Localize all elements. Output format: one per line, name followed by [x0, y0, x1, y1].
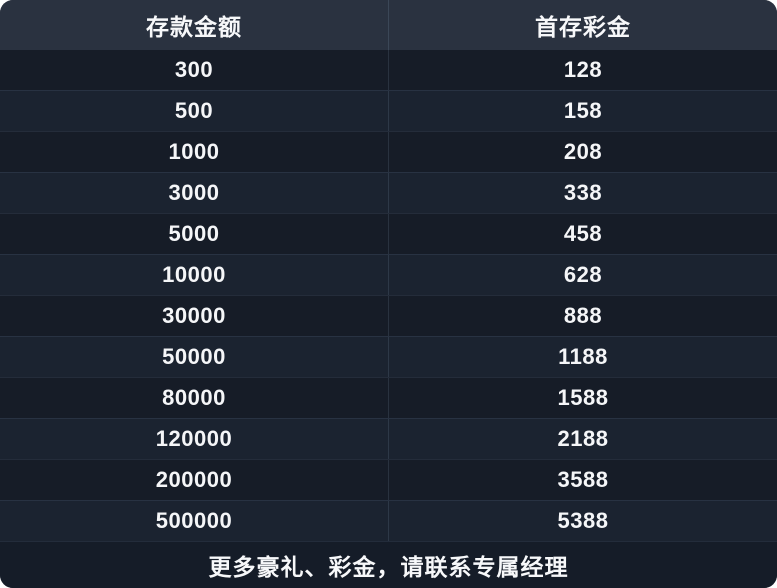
deposit-amount-cell: 500000	[0, 501, 389, 541]
deposit-amount-cell: 3000	[0, 173, 389, 213]
table-row: 300 128	[0, 50, 777, 90]
table-row: 500000 5388	[0, 500, 777, 541]
deposit-amount-cell: 5000	[0, 214, 389, 254]
bonus-amount-cell: 888	[563, 303, 603, 328]
table-row: 500 158	[0, 90, 777, 131]
bonus-amount-cell: 1588	[557, 385, 609, 410]
table-header-row: 存款金额 首存彩金	[0, 0, 777, 50]
bonus-amount-cell: 1188	[558, 344, 608, 369]
table-row: 10000 628	[0, 254, 777, 295]
bonus-amount-cell: 628	[563, 262, 603, 287]
deposit-amount-cell: 30000	[0, 296, 389, 336]
deposit-amount-cell: 80000	[0, 378, 389, 418]
bonus-amount-cell: 208	[563, 139, 603, 164]
bonus-amount-cell: 338	[563, 180, 603, 205]
column-header-deposit-amount: 存款金额	[0, 0, 389, 50]
table-row: 50000 1188	[0, 336, 777, 377]
table-row: 200000 3588	[0, 459, 777, 500]
table-row: 30000 888	[0, 295, 777, 336]
bonus-amount-cell: 128	[563, 57, 603, 82]
bonus-amount-cell: 3588	[557, 467, 609, 492]
bonus-amount-cell: 5388	[557, 508, 609, 533]
deposit-amount-cell: 10000	[0, 255, 389, 295]
bonus-amount-cell: 2188	[557, 426, 609, 451]
bonus-amount-cell: 458	[563, 221, 603, 246]
bonus-amount-cell: 158	[563, 98, 603, 123]
deposit-amount-cell: 120000	[0, 419, 389, 459]
column-header-first-deposit-bonus: 首存彩金	[535, 14, 631, 40]
table-row: 5000 458	[0, 213, 777, 254]
table-body: 300 128 500 158 1000 208 3000 338 5000 4…	[0, 50, 777, 541]
footer-note: 更多豪礼、彩金，请联系专属经理	[0, 541, 777, 588]
table-row: 1000 208	[0, 131, 777, 172]
table-row: 80000 1588	[0, 377, 777, 418]
table-row: 120000 2188	[0, 418, 777, 459]
table-row: 3000 338	[0, 172, 777, 213]
deposit-amount-cell: 50000	[0, 337, 389, 377]
deposit-amount-cell: 1000	[0, 132, 389, 172]
deposit-amount-cell: 200000	[0, 460, 389, 500]
deposit-amount-cell: 300	[0, 50, 389, 90]
deposit-amount-cell: 500	[0, 91, 389, 131]
